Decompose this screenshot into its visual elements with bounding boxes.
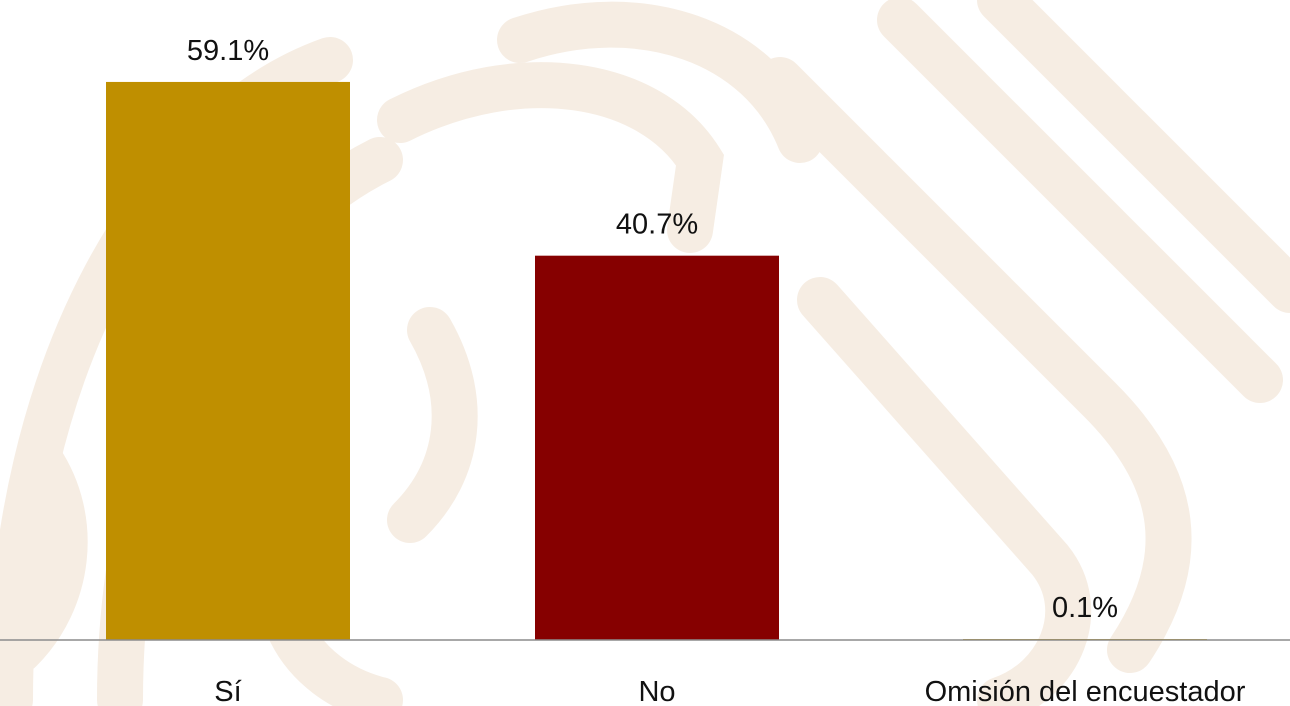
background-stripe (757, 57, 1192, 673)
category-labels-layer: Sí No Omisión del encuestador (214, 676, 1245, 706)
bar-0 (106, 81, 350, 641)
background-stripe (0, 437, 88, 673)
category-label-1: No (638, 676, 675, 706)
labels-layer: 59.1% 40.7% 0.1% (187, 35, 1118, 624)
data-label-1: 40.7% (616, 209, 698, 241)
data-label-2: 0.1% (1052, 592, 1118, 624)
background-stripe (377, 62, 724, 253)
data-label-0: 59.1% (187, 35, 269, 67)
background-stripe (977, 0, 1290, 313)
bars-layer (106, 81, 1207, 641)
background-stripe (797, 277, 1092, 706)
background-stripe (387, 307, 478, 543)
category-label-0: Sí (214, 676, 241, 706)
background-stripe (877, 0, 1283, 403)
bar-1 (535, 255, 779, 640)
category-label-2: Omisión del encuestador (925, 676, 1246, 706)
